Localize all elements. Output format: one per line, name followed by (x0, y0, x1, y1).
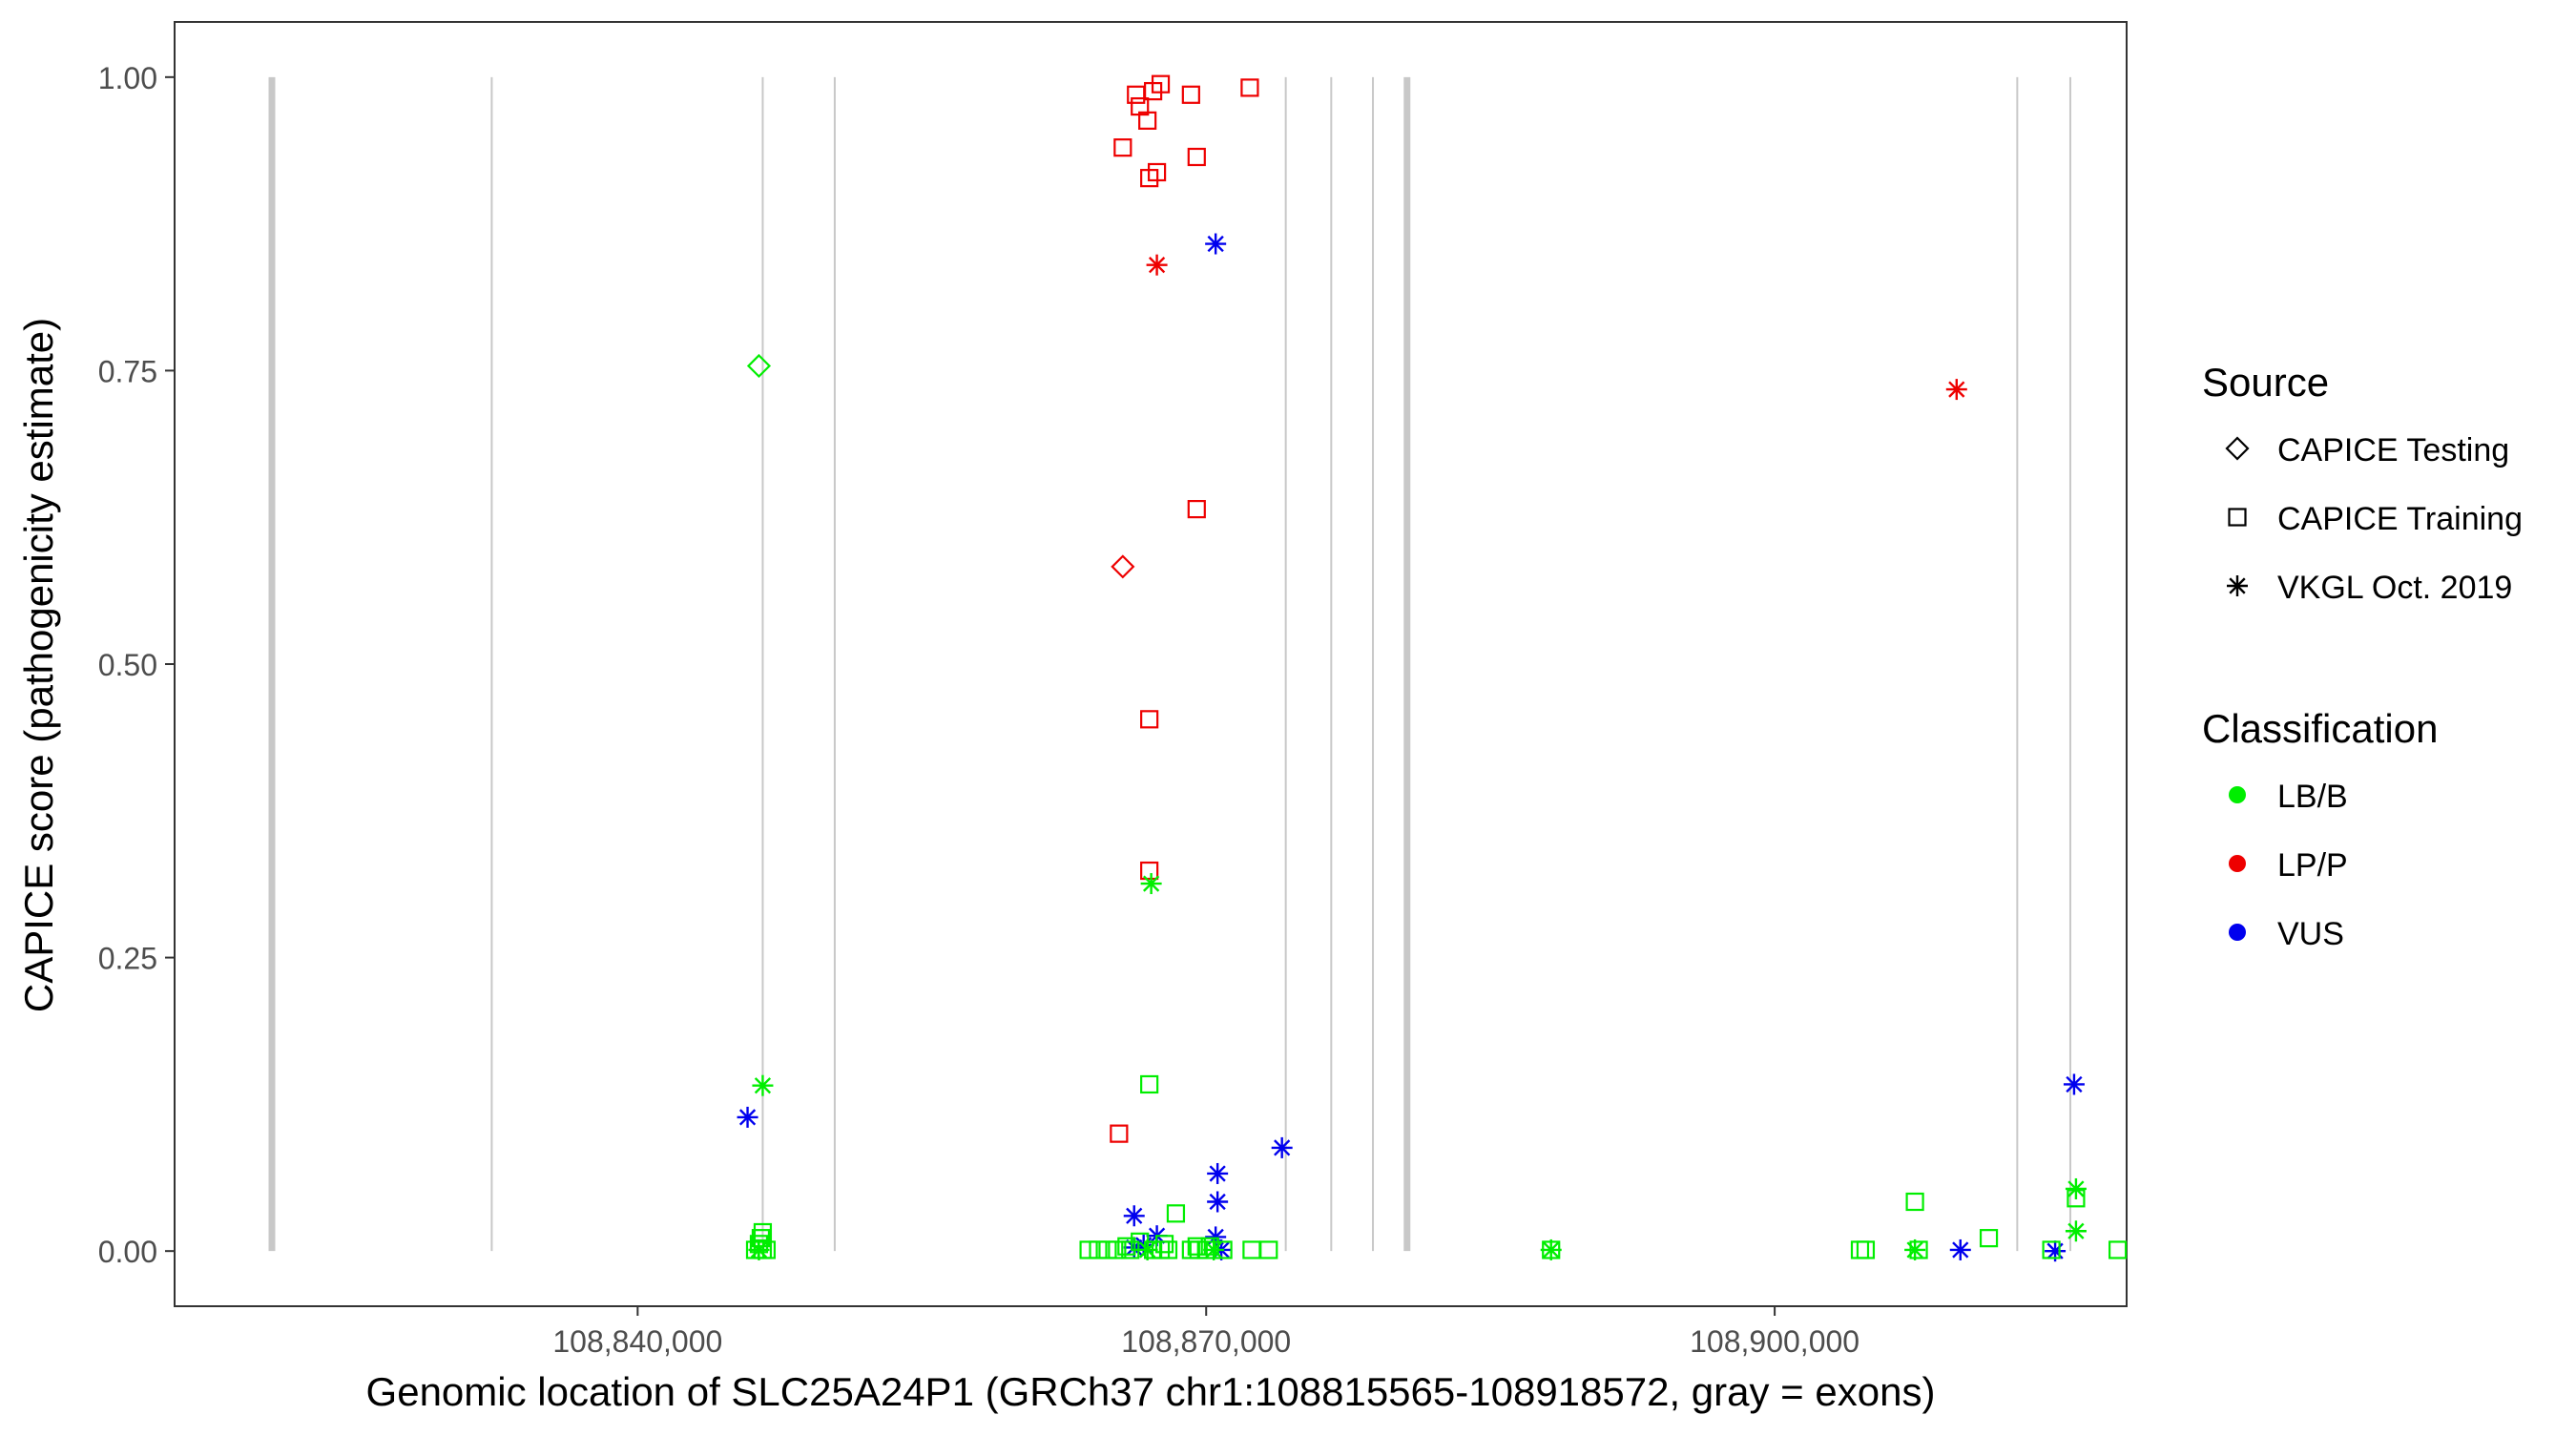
y-tick-label: 0.00 (98, 1235, 157, 1269)
legend-key-color (2229, 924, 2246, 941)
data-point (1979, 1229, 1999, 1248)
data-point (1904, 1238, 1926, 1260)
data-point (1242, 1240, 1261, 1259)
y-tick-label: 0.50 (98, 648, 157, 682)
data-point (1240, 78, 1259, 97)
legend-key-diamond (2225, 436, 2250, 461)
data-point (757, 1240, 777, 1259)
data-point (1166, 1204, 1186, 1223)
x-tick-label: 108,900,000 (1690, 1324, 1859, 1359)
legend-source-entries: CAPICE Testing CAPICE Training VKGL Oct. 2… (2225, 432, 2523, 606)
data-point (1207, 1191, 1229, 1213)
data-point (1113, 138, 1132, 157)
x-tick-label: 108,870,000 (1121, 1324, 1291, 1359)
data-point (737, 1106, 758, 1128)
data-point (1181, 85, 1200, 104)
x-axis-label: Genomic location of SLC25A24P1 (GRCh37 c… (366, 1369, 1936, 1414)
data-point (751, 1229, 771, 1248)
data-point (1138, 111, 1157, 130)
legend-classification-label: VUS (2277, 916, 2344, 952)
data-point (746, 353, 772, 379)
data-point (2063, 1073, 2085, 1095)
data-point (1187, 1237, 1206, 1256)
y-tick-label: 0.75 (98, 354, 157, 388)
data-point (753, 1222, 773, 1242)
legend-key-asterisk (2227, 575, 2248, 596)
data-point (1136, 1238, 1158, 1260)
data-point (2067, 1189, 2086, 1208)
legend-source-title: Source (2202, 360, 2329, 405)
legend: Source CAPICE Testing CAPICE Training VKGL… (2202, 360, 2523, 952)
data-point (1146, 254, 1168, 276)
axis-layer: 0.00 0.25 0.50 0.75 1.00 108,840,000 108,870,0… (98, 61, 1859, 1359)
data-point (1140, 1074, 1159, 1094)
legend-key-color (2229, 855, 2246, 872)
data-point (752, 1074, 774, 1096)
data-point (1098, 1240, 1117, 1259)
data-point (1117, 1237, 1136, 1256)
data-point (1203, 1238, 1225, 1260)
x-tick-label: 108,840,000 (552, 1324, 722, 1359)
data-point (2042, 1240, 2061, 1259)
data-point (1140, 861, 1159, 881)
data-point (1123, 1205, 1145, 1227)
legend-source-label: CAPICE Training (2277, 501, 2523, 537)
data-point (2109, 1240, 2128, 1259)
legend-classification-entries: LB/B LP/P VUS (2229, 779, 2348, 952)
data-point (1108, 1240, 1127, 1259)
data-point (1151, 74, 1171, 94)
point-layer (737, 74, 2128, 1262)
legend-source-label: CAPICE Testing (2277, 432, 2509, 468)
data-point (1147, 162, 1167, 182)
data-point (1089, 1240, 1108, 1259)
data-point (1140, 710, 1159, 729)
y-tick-label: 0.25 (98, 942, 157, 976)
data-point (1905, 1192, 1924, 1212)
legend-source-label: VKGL Oct. 2019 (2277, 570, 2512, 606)
data-point (1140, 873, 1162, 895)
data-point (1187, 499, 1206, 519)
exon-layer (268, 76, 2071, 1252)
data-point (1187, 147, 1206, 167)
data-point (2065, 1177, 2087, 1199)
data-point (1207, 1162, 1229, 1184)
legend-key-square (2228, 508, 2247, 527)
data-point (1271, 1136, 1293, 1158)
data-point (1540, 1238, 1562, 1260)
legend-classification-label: LP/P (2277, 847, 2348, 884)
data-point (1127, 85, 1146, 104)
data-point (1205, 233, 1227, 255)
data-point (1079, 1240, 1098, 1259)
data-point (1850, 1240, 1870, 1259)
data-point (1856, 1240, 1876, 1259)
y-axis-label: CAPICE score (pathogenicity estimate) (16, 318, 61, 1012)
data-point (1158, 1240, 1178, 1259)
data-point (1154, 1235, 1174, 1254)
legend-key-color (2229, 786, 2246, 803)
data-point (1110, 1124, 1129, 1143)
data-point (1945, 379, 1967, 401)
data-point (1949, 1238, 1971, 1260)
data-point (1259, 1240, 1278, 1259)
plot-panel-border (174, 21, 2128, 1307)
legend-classification-title: Classification (2202, 706, 2438, 751)
data-point (2065, 1220, 2087, 1242)
y-tick-label: 1.00 (98, 61, 157, 95)
legend-classification-label: LB/B (2277, 779, 2348, 815)
data-point (1111, 554, 1135, 579)
